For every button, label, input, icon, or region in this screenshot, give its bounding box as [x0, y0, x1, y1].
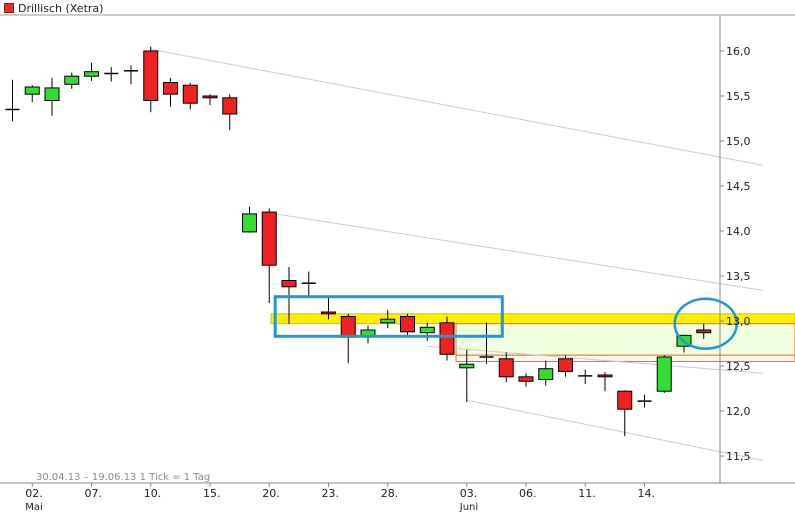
candle: [163, 78, 178, 107]
x-tick-label: 03.: [460, 487, 478, 500]
x-tick-label: 11.: [578, 487, 596, 500]
chart-legend: Drillisch (Xetra): [4, 1, 103, 15]
candle: [84, 62, 99, 81]
y-tick-label: 12,0: [726, 405, 751, 418]
candle: [597, 372, 613, 392]
candle: [24, 85, 40, 103]
legend-label: Drillisch (Xetra): [18, 1, 104, 15]
candle: [202, 94, 218, 105]
candle: [498, 352, 514, 383]
x-tick-label: 20.: [262, 487, 280, 500]
candle: [637, 394, 652, 408]
candle-body: [84, 71, 99, 77]
candle: [321, 295, 336, 320]
candle-body: [538, 368, 554, 381]
candle: [360, 325, 376, 344]
candle: [222, 94, 238, 131]
candle: [696, 323, 712, 339]
candle-body: [498, 358, 514, 378]
y-tick-label: 16,0: [726, 45, 751, 58]
candle-body: [64, 75, 80, 85]
x-tick-label: 10.: [144, 487, 162, 500]
candle-body: [222, 97, 238, 115]
candle-body: [558, 358, 573, 372]
candle-body: [242, 213, 257, 233]
candle: [380, 310, 396, 329]
candle: [64, 72, 80, 89]
candle: [518, 373, 534, 387]
candle: [124, 65, 138, 85]
candle-body: [24, 86, 40, 95]
candle-body: [459, 363, 475, 369]
x-tick-label: 15.: [203, 487, 221, 500]
candle-body: [281, 280, 297, 288]
x-tick-label: 06.: [519, 487, 537, 500]
candle-body: [656, 356, 672, 392]
candle: [479, 322, 494, 365]
trend-line: [466, 399, 764, 461]
consolidation-box: [273, 295, 504, 338]
candle-body: [321, 311, 336, 315]
candle-body: [261, 211, 277, 266]
x-tick-label: 02.: [25, 487, 43, 500]
x-tick-label: 28.: [381, 487, 399, 500]
candle: [578, 369, 593, 384]
candle: [400, 313, 415, 338]
y-tick-label: 15,5: [726, 90, 751, 103]
trend-line: [427, 345, 764, 374]
candle-body: [163, 82, 178, 95]
candle-body: [340, 316, 356, 338]
y-tick-label: 11,5: [726, 450, 751, 463]
candle: [617, 390, 633, 437]
trend-line: [150, 48, 764, 166]
y-tick-label: 13,0: [726, 315, 751, 328]
candle-body: [182, 84, 198, 104]
candle-body: [518, 376, 534, 382]
y-tick-label: 13,5: [726, 270, 751, 283]
candle-body: [400, 316, 415, 333]
y-tick-label: 14,0: [726, 225, 751, 238]
highlight-ellipse: [673, 297, 738, 350]
candle: [340, 313, 356, 364]
candle: [558, 355, 573, 377]
candle: [439, 316, 455, 361]
candle: [104, 67, 119, 82]
zone-band: [455, 323, 795, 356]
x-tick-label: 07.: [85, 487, 103, 500]
y-tick-label: 15,0: [726, 135, 751, 148]
legend-swatch-icon: [4, 3, 14, 13]
candle-body: [696, 329, 712, 334]
candle-body: [143, 50, 159, 101]
candle-body: [617, 390, 633, 410]
candle: [656, 355, 672, 393]
candle: [261, 208, 277, 303]
candle: [538, 360, 554, 386]
candle-body: [597, 374, 613, 378]
candle: [459, 349, 475, 402]
candle-body: [44, 87, 60, 102]
candle-body: [202, 95, 218, 99]
candle: [182, 82, 198, 110]
candle-body: [380, 318, 396, 324]
candle: [301, 271, 316, 296]
candle-body: [439, 322, 455, 355]
candle-body: [419, 326, 435, 334]
trend-line: [269, 212, 764, 291]
candle: [242, 206, 257, 233]
x-tick-sublabel: Juni: [459, 502, 478, 513]
x-tick-label: 14.: [638, 487, 656, 500]
candle: [44, 78, 60, 116]
candle: [5, 79, 20, 122]
candle: [419, 322, 435, 341]
y-tick-label: 12,5: [726, 360, 751, 373]
candle: [143, 46, 159, 113]
footer-note: 30.04.13 – 19.06.13 1 Tick = 1 Tag: [36, 472, 211, 483]
y-tick-label: 14,5: [726, 180, 751, 193]
x-tick-sublabel: Mai: [25, 502, 43, 513]
x-tick-label: 23.: [322, 487, 340, 500]
